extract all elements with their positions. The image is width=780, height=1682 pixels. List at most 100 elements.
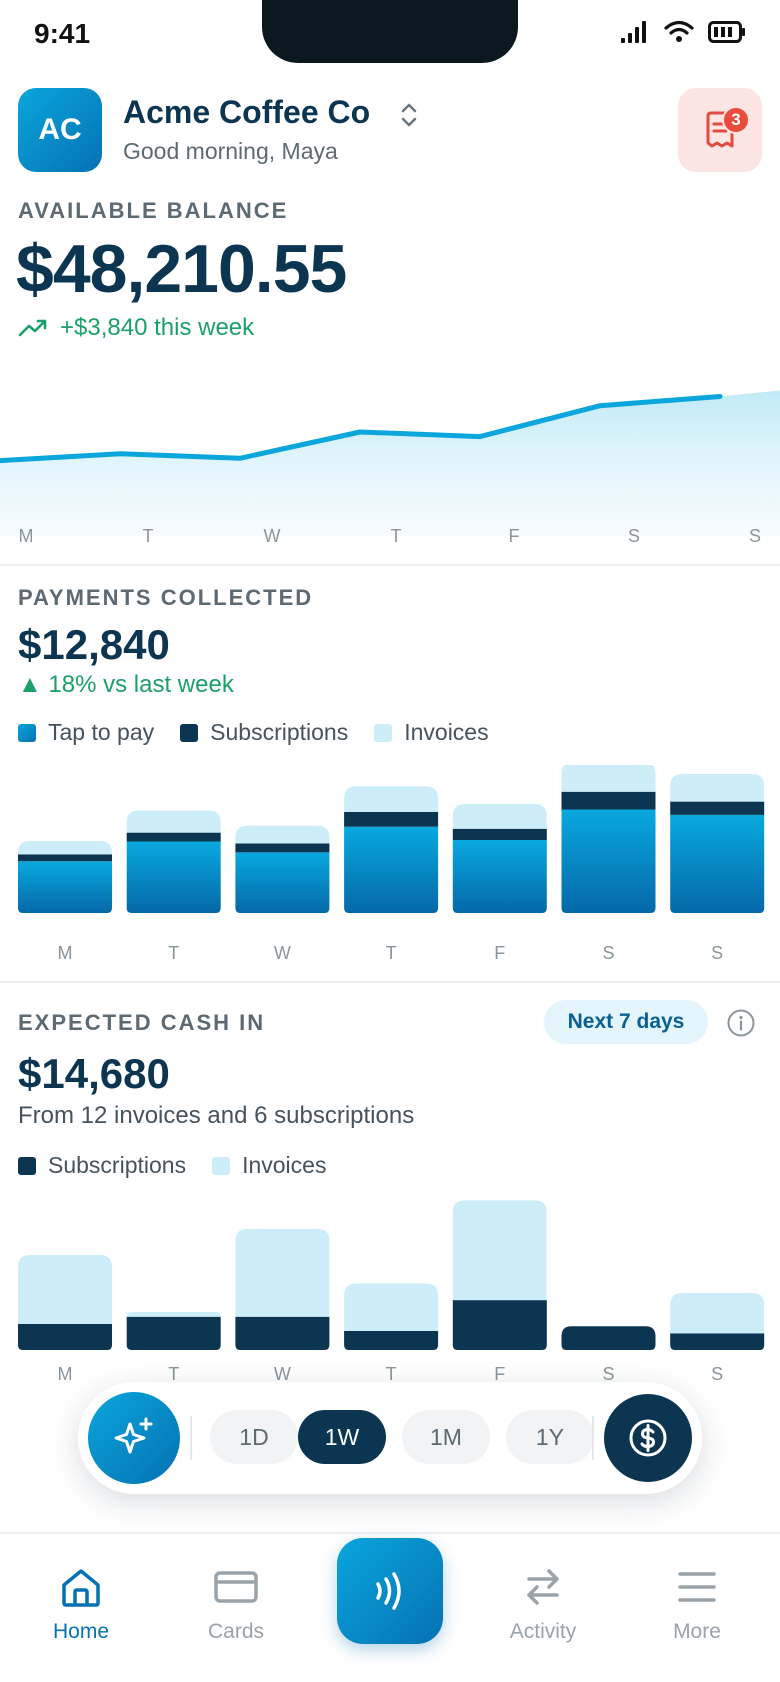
status-time: 9:41 — [34, 18, 91, 49]
bar-segment-tap-to-pay — [235, 852, 330, 913]
expected-amount: $14,680 — [18, 1050, 170, 1097]
bar-segment-invoices — [18, 841, 112, 855]
bar-segment-invoices — [235, 1228, 330, 1317]
expected-subtitle: From 12 invoices and 6 subscriptions — [18, 1102, 415, 1129]
bar-segment-invoices — [670, 773, 765, 802]
day-label: W — [273, 1364, 291, 1384]
ai-assistant-button[interactable] — [88, 1392, 180, 1484]
range-option-1m[interactable]: 1M — [402, 1410, 490, 1464]
legend-swatch — [212, 1156, 231, 1175]
bar-segment-invoices — [18, 1255, 112, 1324]
battery-icon — [708, 21, 745, 43]
balance-chart[interactable] — [0, 376, 780, 536]
dollar-icon — [629, 1419, 667, 1457]
bar-segment-invoices — [561, 765, 656, 792]
bar-segment-invoices — [235, 825, 330, 844]
legend-item: Invoices — [212, 1152, 326, 1179]
payment-request-button[interactable] — [604, 1394, 692, 1482]
bar-segment-invoices — [126, 810, 221, 833]
section-divider — [0, 564, 780, 566]
expected-label: EXPECTED CASH IN — [18, 1010, 266, 1035]
bar-segment-invoices — [126, 1312, 221, 1317]
day-label: T — [390, 526, 402, 546]
day-label: S — [711, 943, 724, 963]
nav-more[interactable]: More — [637, 1562, 757, 1644]
nav-label: Cards — [207, 1620, 265, 1643]
transfer-arrows-icon — [527, 1569, 559, 1605]
day-label: T — [168, 1364, 180, 1384]
tap-to-pay-button[interactable] — [337, 1538, 443, 1644]
day-label: T — [168, 943, 180, 963]
bar-segment-invoices — [452, 804, 547, 829]
balance-area — [0, 390, 780, 536]
bar-segment-invoices — [452, 1200, 547, 1301]
bottom-nav: Home Cards Activity — [0, 1532, 780, 1682]
range-selector-bar: 1D 1W 1M 1Y — [78, 1382, 702, 1494]
status-bar: 9:41 — [0, 0, 780, 70]
camera-notch — [262, 0, 518, 63]
day-label: T — [385, 943, 397, 963]
chevron-updown-icon[interactable] — [398, 100, 420, 130]
range-option-1d[interactable]: 1D — [210, 1410, 298, 1464]
nav-home[interactable]: Home — [21, 1562, 141, 1644]
expected-chart[interactable] — [0, 1200, 780, 1352]
day-label: S — [748, 526, 761, 546]
bar-segment-subscriptions — [452, 1300, 547, 1350]
expected-legend: Subscriptions Invoices — [18, 1152, 326, 1179]
range-option-1y[interactable]: 1Y — [506, 1410, 594, 1464]
sparkle-icon — [114, 1417, 153, 1454]
nav-cards[interactable]: Cards — [176, 1562, 296, 1644]
notification-badge: 3 — [722, 106, 750, 134]
day-label: M — [18, 526, 34, 546]
bar-segment-subscriptions — [235, 843, 330, 853]
legend-item: Subscriptions — [180, 719, 348, 746]
bar-segment-subscriptions — [235, 1316, 330, 1350]
section-divider — [0, 981, 780, 983]
legend-swatch — [18, 1156, 36, 1175]
balance-change-text: +$3,840 this week — [60, 314, 255, 341]
bar-segment-tap-to-pay — [126, 841, 221, 913]
separator — [592, 1416, 594, 1460]
bar-segment-subscriptions — [561, 1326, 656, 1350]
bar-segment-subscriptions — [561, 791, 656, 810]
nav-activity[interactable]: Activity — [483, 1562, 603, 1644]
nav-label: More — [673, 1620, 721, 1643]
header: AC Acme Coffee Co Good morning, Maya 3 — [18, 88, 762, 174]
bar-segment-tap-to-pay — [670, 814, 765, 913]
bar-segment-subscriptions — [344, 811, 439, 827]
legend-label: Invoices — [242, 1152, 327, 1178]
notifications-button[interactable]: 3 — [678, 88, 762, 172]
payments-chart[interactable] — [0, 765, 780, 915]
bar-segment-tap-to-pay — [18, 861, 112, 913]
bar-segment-tap-to-pay — [561, 809, 656, 913]
wifi-icon — [664, 20, 694, 42]
expected-section: EXPECTED CASH IN Next 7 days $14,680 Fro… — [0, 1000, 780, 1400]
greeting-text: Good morning, Maya — [123, 138, 338, 164]
bar-segment-tap-to-pay — [344, 826, 439, 913]
day-label: S — [711, 1364, 724, 1384]
period-selector[interactable]: Next 7 days — [544, 1000, 708, 1044]
nav-label: Home — [52, 1620, 110, 1643]
bar-segment-subscriptions — [18, 854, 112, 862]
business-avatar[interactable]: AC — [18, 88, 102, 172]
contactless-icon — [376, 1572, 401, 1610]
range-option-1w[interactable]: 1W — [298, 1410, 386, 1464]
day-label: S — [627, 526, 640, 546]
balance-change: +$3,840 this week — [18, 314, 254, 342]
day-label: W — [263, 526, 281, 546]
payments-amount: $12,840 — [18, 621, 170, 668]
legend-item: Subscriptions — [18, 1152, 186, 1179]
bar-segment-subscriptions — [670, 1333, 765, 1350]
day-label: F — [494, 943, 506, 963]
info-icon[interactable] — [726, 1008, 756, 1038]
bar-segment-subscriptions — [18, 1323, 112, 1350]
day-label: T — [385, 1364, 397, 1384]
business-name[interactable]: Acme Coffee Co — [123, 94, 371, 130]
payments-section: PAYMENTS COLLECTED $12,840 ▲ 18% vs last… — [0, 585, 780, 963]
home-icon — [62, 1569, 100, 1607]
bar-segment-subscriptions — [670, 801, 765, 815]
balance-label: AVAILABLE BALANCE — [18, 198, 289, 223]
day-label: T — [142, 526, 154, 546]
day-label: F — [494, 1364, 506, 1384]
trending-up-icon — [18, 319, 47, 337]
